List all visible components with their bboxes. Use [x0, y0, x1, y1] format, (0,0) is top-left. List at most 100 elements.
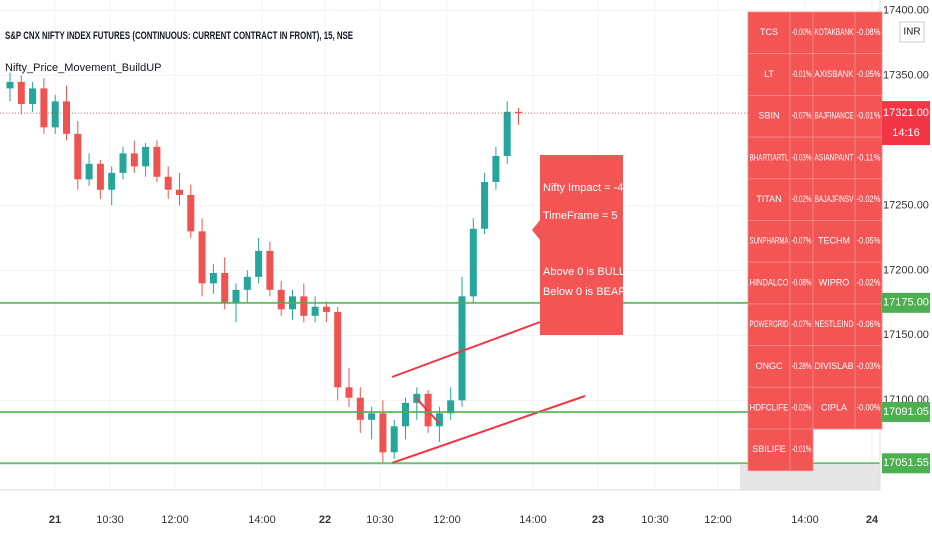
table-cell — [854, 136, 883, 180]
table-text: -0.02% — [857, 194, 881, 204]
table-text: -0.02% — [792, 403, 812, 413]
table-text: CIPLA — [821, 403, 847, 413]
table-cell — [854, 11, 883, 55]
table-cell — [747, 95, 791, 138]
candle-body — [108, 172, 116, 190]
table-text: -0.02% — [857, 277, 881, 287]
candle-body — [153, 146, 161, 177]
x-tick-label: 22 — [319, 514, 331, 526]
candle-body — [458, 296, 466, 401]
table-text: SBIN — [758, 111, 779, 121]
indicator-name[interactable]: Nifty_Price_Movement_BuildUP — [5, 62, 162, 74]
candle-body — [85, 163, 93, 180]
candle-body — [503, 111, 511, 156]
table-text: -0.28% — [792, 361, 812, 371]
table-cell — [747, 303, 791, 346]
table-text: ASIANPAINT — [815, 152, 854, 162]
table-text: WIPRO — [819, 277, 850, 287]
table-cell — [789, 428, 814, 472]
candle-body — [322, 306, 330, 312]
table-text: -0.06% — [857, 319, 881, 329]
table-text: -0.05% — [857, 236, 881, 246]
currency-box[interactable] — [899, 21, 925, 43]
x-tick-label: 24 — [866, 514, 879, 526]
table-cell — [812, 303, 856, 346]
plot — [6, 72, 522, 463]
table-cell — [747, 345, 791, 388]
tooltip-text: Above 0 is BULL — [543, 266, 625, 278]
y-tick-label: 17350.00 — [883, 69, 929, 81]
candle-body — [198, 231, 206, 284]
price-label: 17091.05 — [883, 406, 929, 418]
table-text: KOTAKBANK — [815, 27, 854, 37]
tooltip-text: Nifty Impact = -42.20% — [543, 182, 655, 194]
x-tick-label: 14:00 — [248, 514, 276, 526]
table-text: -0.01% — [792, 444, 812, 454]
candle-body — [40, 88, 48, 128]
table-text: -0.07% — [792, 319, 812, 329]
candle-body — [221, 272, 229, 303]
table-text: -0.03% — [857, 361, 881, 371]
candle-body — [402, 402, 409, 427]
price-label: 17051.55 — [883, 457, 929, 469]
table-text: SBILIFE — [752, 444, 786, 454]
candle-body — [255, 250, 263, 277]
last-price-box — [882, 101, 930, 146]
table-cell — [812, 53, 856, 96]
table-text: -0.07% — [792, 236, 812, 246]
x-tick-label: 10:30 — [96, 514, 124, 526]
table-text: -0.11% — [857, 152, 881, 162]
table-text: TITAN — [756, 194, 781, 204]
candle-body — [311, 306, 319, 316]
tooltip-box — [532, 155, 623, 335]
last-price-label: 17321.00 — [883, 107, 929, 119]
table-text: SUNPHARMA — [750, 236, 789, 246]
table-cell — [812, 345, 856, 388]
table-cell — [747, 220, 791, 263]
price-label-box — [882, 453, 930, 474]
x-tick-label: 14:00 — [519, 514, 547, 526]
candle-body — [29, 88, 37, 104]
candle-body — [379, 413, 387, 453]
table-cell — [854, 53, 883, 96]
table-text: -0.05% — [857, 69, 881, 79]
table-text: AXISBANK — [815, 69, 854, 79]
x-tick-label: 10:30 — [366, 514, 394, 526]
tooltip-text: TimeFrame = 5 — [543, 210, 617, 222]
table-text: BAJFINANCE — [815, 111, 854, 121]
candle-body — [266, 250, 274, 290]
currency[interactable]: INR — [903, 27, 920, 38]
table-text: LT — [764, 69, 774, 79]
candle-body — [17, 81, 25, 104]
candle-body — [390, 426, 398, 453]
x-tick-label: 12:00 — [704, 514, 732, 526]
candle-body — [96, 163, 104, 190]
table-cell — [854, 261, 883, 305]
candle-body — [334, 311, 342, 388]
candle-body — [119, 153, 127, 173]
price-label-box — [882, 401, 930, 422]
table-text: -0.08% — [857, 27, 881, 37]
trend-line — [391, 395, 586, 464]
candle-body — [481, 181, 489, 229]
table-text: -0.00% — [857, 403, 881, 413]
table-cell — [747, 386, 791, 430]
table-cell — [854, 303, 883, 346]
y-tick-label: 17400.00 — [883, 4, 929, 16]
x-tick-label: 23 — [592, 514, 604, 526]
y-tick-label: 17150.00 — [883, 329, 929, 341]
candle-body — [232, 289, 240, 303]
table-text: -0.08% — [792, 277, 812, 287]
price-label-box — [882, 292, 930, 313]
candle-body — [356, 397, 364, 420]
table-cell — [854, 386, 883, 430]
candle-body — [515, 111, 522, 114]
x-tick-label: 12:00 — [161, 514, 189, 526]
candle-body — [176, 189, 183, 195]
chart-title: S&P CNX NIFTY INDEX FUTURES (CONTINUOUS:… — [5, 30, 353, 42]
candle-body — [368, 413, 376, 420]
candle-body — [300, 296, 308, 316]
table-text: HINDALCO — [750, 277, 789, 287]
candle-body — [63, 101, 70, 134]
